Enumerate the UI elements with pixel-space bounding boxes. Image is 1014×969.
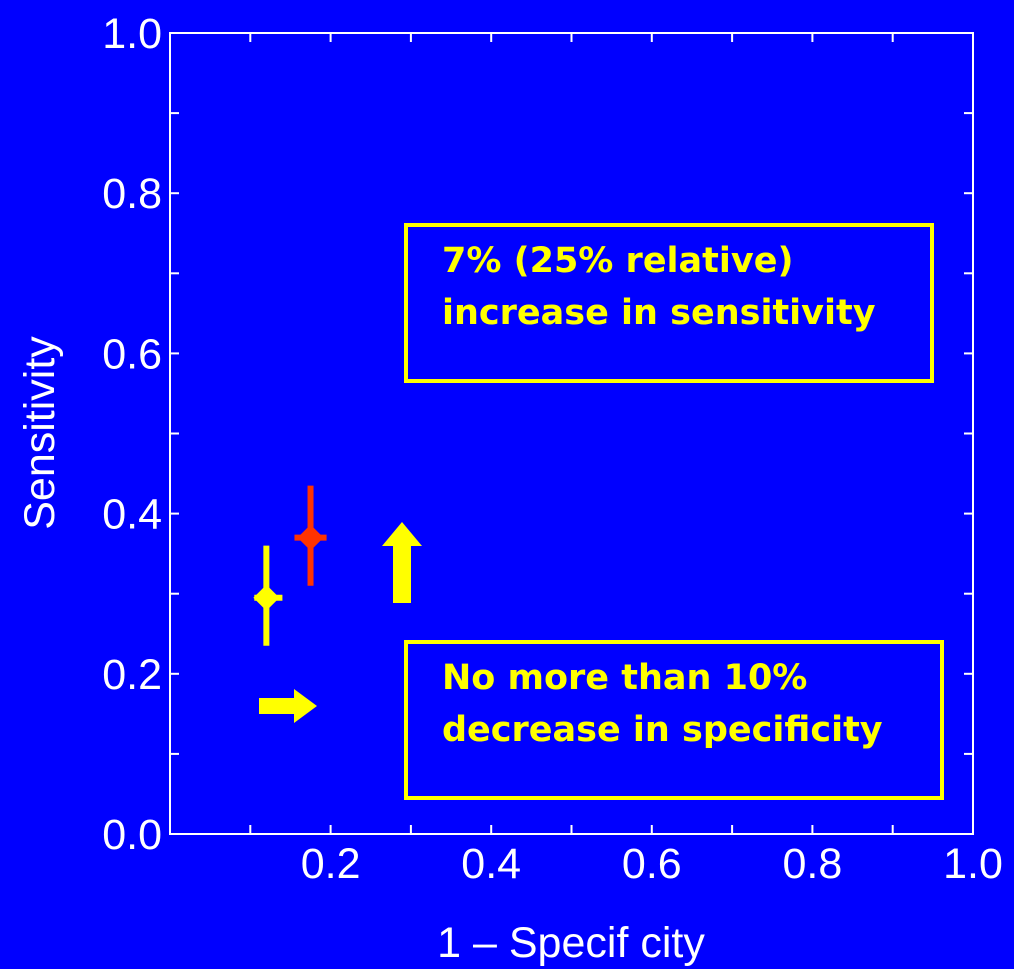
x-axis-label: 1 – Specif city	[437, 919, 705, 967]
sensitivity-annotation-box: 7% (25% relative) increase in sensitivit…	[404, 223, 934, 383]
y-tick-label: 0.8	[102, 170, 162, 218]
sensitivity-annotation-line-1: 7% (25% relative)	[442, 241, 794, 281]
x-tick-label: 0.4	[461, 840, 521, 888]
arrow-right-icon	[259, 689, 317, 723]
data-point	[253, 584, 280, 611]
x-tick-label: 1.0	[943, 840, 1003, 888]
x-tick-label: 0.2	[301, 840, 361, 888]
y-tick-label: 0.4	[102, 491, 162, 539]
x-tick-label: 0.6	[622, 840, 682, 888]
y-axis-label: Sensitivity	[16, 336, 64, 530]
specificity-annotation-box: No more than 10% decrease in specificity	[404, 640, 944, 800]
annotation-arrows	[259, 522, 422, 723]
data-point	[297, 524, 324, 551]
y-tick-label: 0.2	[102, 651, 162, 699]
y-tick-label: 0.0	[102, 811, 162, 859]
x-tick-label: 0.8	[783, 840, 843, 888]
specificity-annotation-line-2: decrease in specificity	[442, 710, 883, 750]
y-tick-label: 1.0	[102, 10, 162, 58]
specificity-annotation-line-1: No more than 10%	[442, 658, 808, 698]
sensitivity-annotation-line-2: increase in sensitivity	[442, 293, 876, 333]
x-tick-labels: 0.2 0.4 0.6 0.8 1.0	[301, 840, 1003, 888]
y-tick-label: 0.6	[102, 330, 162, 378]
y-tick-labels: 0.0 0.2 0.4 0.6 0.8 1.0	[102, 10, 162, 859]
axis-ticks	[170, 33, 973, 834]
arrow-up-icon	[382, 522, 422, 603]
data-points	[253, 485, 327, 646]
